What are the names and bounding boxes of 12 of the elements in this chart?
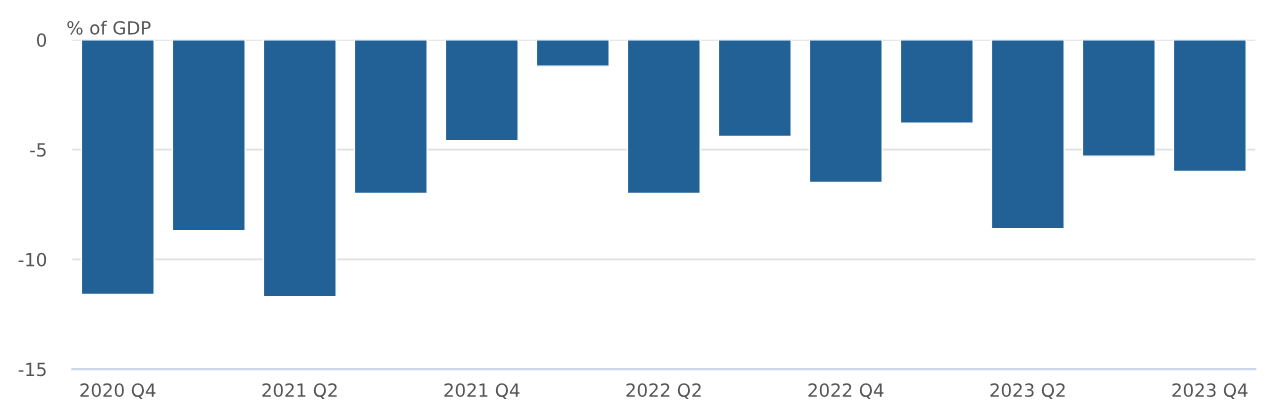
x-tick-label: 2023 Q2 — [990, 383, 1065, 400]
x-tick-label: 2021 Q4 — [444, 383, 520, 400]
y-axis-title: % of GDP — [67, 20, 151, 35]
y-tick-label: -5 — [30, 143, 46, 157]
x-tick-label: 2020 Q4 — [80, 383, 156, 400]
x-tick-label: 2022 Q4 — [808, 383, 884, 400]
y-tick-label: 0 — [36, 33, 47, 47]
x-tick-label: 2021 Q2 — [262, 383, 337, 400]
y-tick-label: -10 — [18, 252, 47, 267]
x-tick-label: 2022 Q2 — [626, 383, 701, 400]
x-tick-label: 2023 Q4 — [1172, 383, 1248, 400]
y-tick-label: -15 — [18, 362, 46, 377]
